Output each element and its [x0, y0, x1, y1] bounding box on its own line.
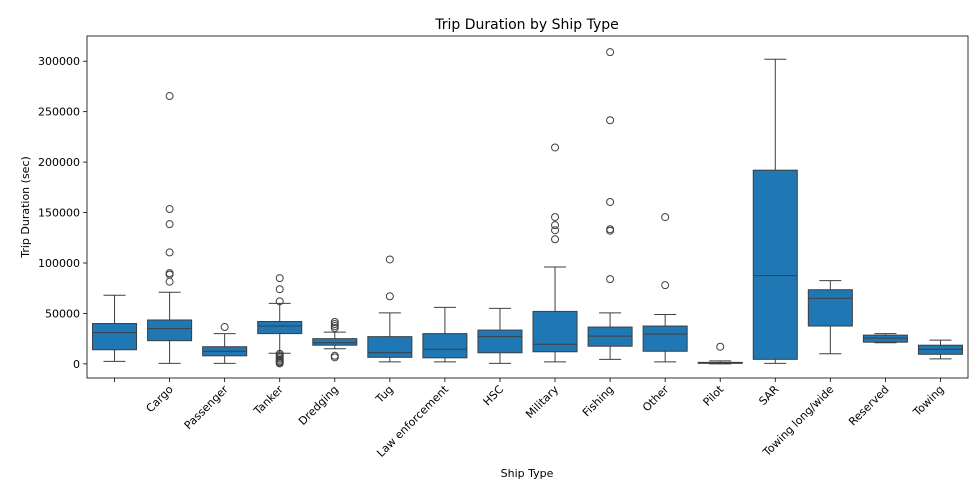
box-SAR [752, 169, 798, 360]
y-tick-label: 50000 [45, 307, 80, 320]
box-unlabeled [92, 323, 138, 351]
box-Fishing [587, 326, 633, 347]
box-Other [642, 325, 688, 352]
box-HSC [477, 329, 523, 354]
outlier-point [330, 353, 339, 362]
outlier-point [551, 213, 560, 222]
outlier-point [275, 285, 284, 294]
box-Towing long/wide [807, 289, 853, 327]
outlier-point [165, 277, 174, 286]
outlier-point [165, 248, 174, 257]
y-tick-label: 100000 [38, 257, 80, 270]
outlier-point [606, 197, 615, 206]
outlier-point [551, 143, 560, 152]
y-tick-label: 150000 [38, 207, 80, 220]
y-axis-label: Trip Duration (sec) [19, 156, 32, 259]
box-Military [532, 310, 578, 353]
y-tick-label: 300000 [38, 55, 80, 68]
box-Dredging [312, 338, 358, 346]
outlier-point [661, 281, 670, 290]
y-tick-label: 0 [73, 358, 80, 371]
outlier-point [606, 275, 615, 284]
outlier-point [606, 226, 615, 235]
outlier-point [165, 92, 174, 101]
outlier-point [551, 221, 560, 230]
outlier-point [330, 322, 339, 331]
chart-title: Trip Duration by Ship Type [434, 17, 619, 33]
outlier-point [330, 318, 339, 327]
outlier-point [661, 213, 670, 222]
box-Tanker [257, 321, 303, 335]
outlier-point [551, 235, 560, 244]
outlier-point [165, 205, 174, 214]
y-tick-label: 200000 [38, 156, 80, 169]
outlier-point [606, 48, 615, 57]
box-Law enforcement [422, 333, 468, 359]
outlier-point [330, 320, 339, 329]
outlier-point [330, 324, 339, 333]
outlier-point [716, 342, 725, 351]
outlier-point [275, 274, 284, 283]
outlier-point [275, 359, 284, 368]
box-Towing [917, 344, 963, 355]
outlier-point [165, 220, 174, 229]
outlier-point [606, 116, 615, 125]
outlier-point [275, 297, 284, 306]
box-Tug [367, 336, 413, 358]
outlier-point [220, 323, 229, 332]
x-axis-label: Ship Type [501, 467, 554, 480]
plot-frame [86, 35, 969, 379]
y-tick-label: 250000 [38, 106, 80, 119]
outlier-point [551, 226, 560, 235]
box-Reserved [862, 334, 908, 343]
outlier-point [385, 292, 394, 301]
outlier-point [385, 255, 394, 264]
box-Cargo [147, 319, 193, 342]
